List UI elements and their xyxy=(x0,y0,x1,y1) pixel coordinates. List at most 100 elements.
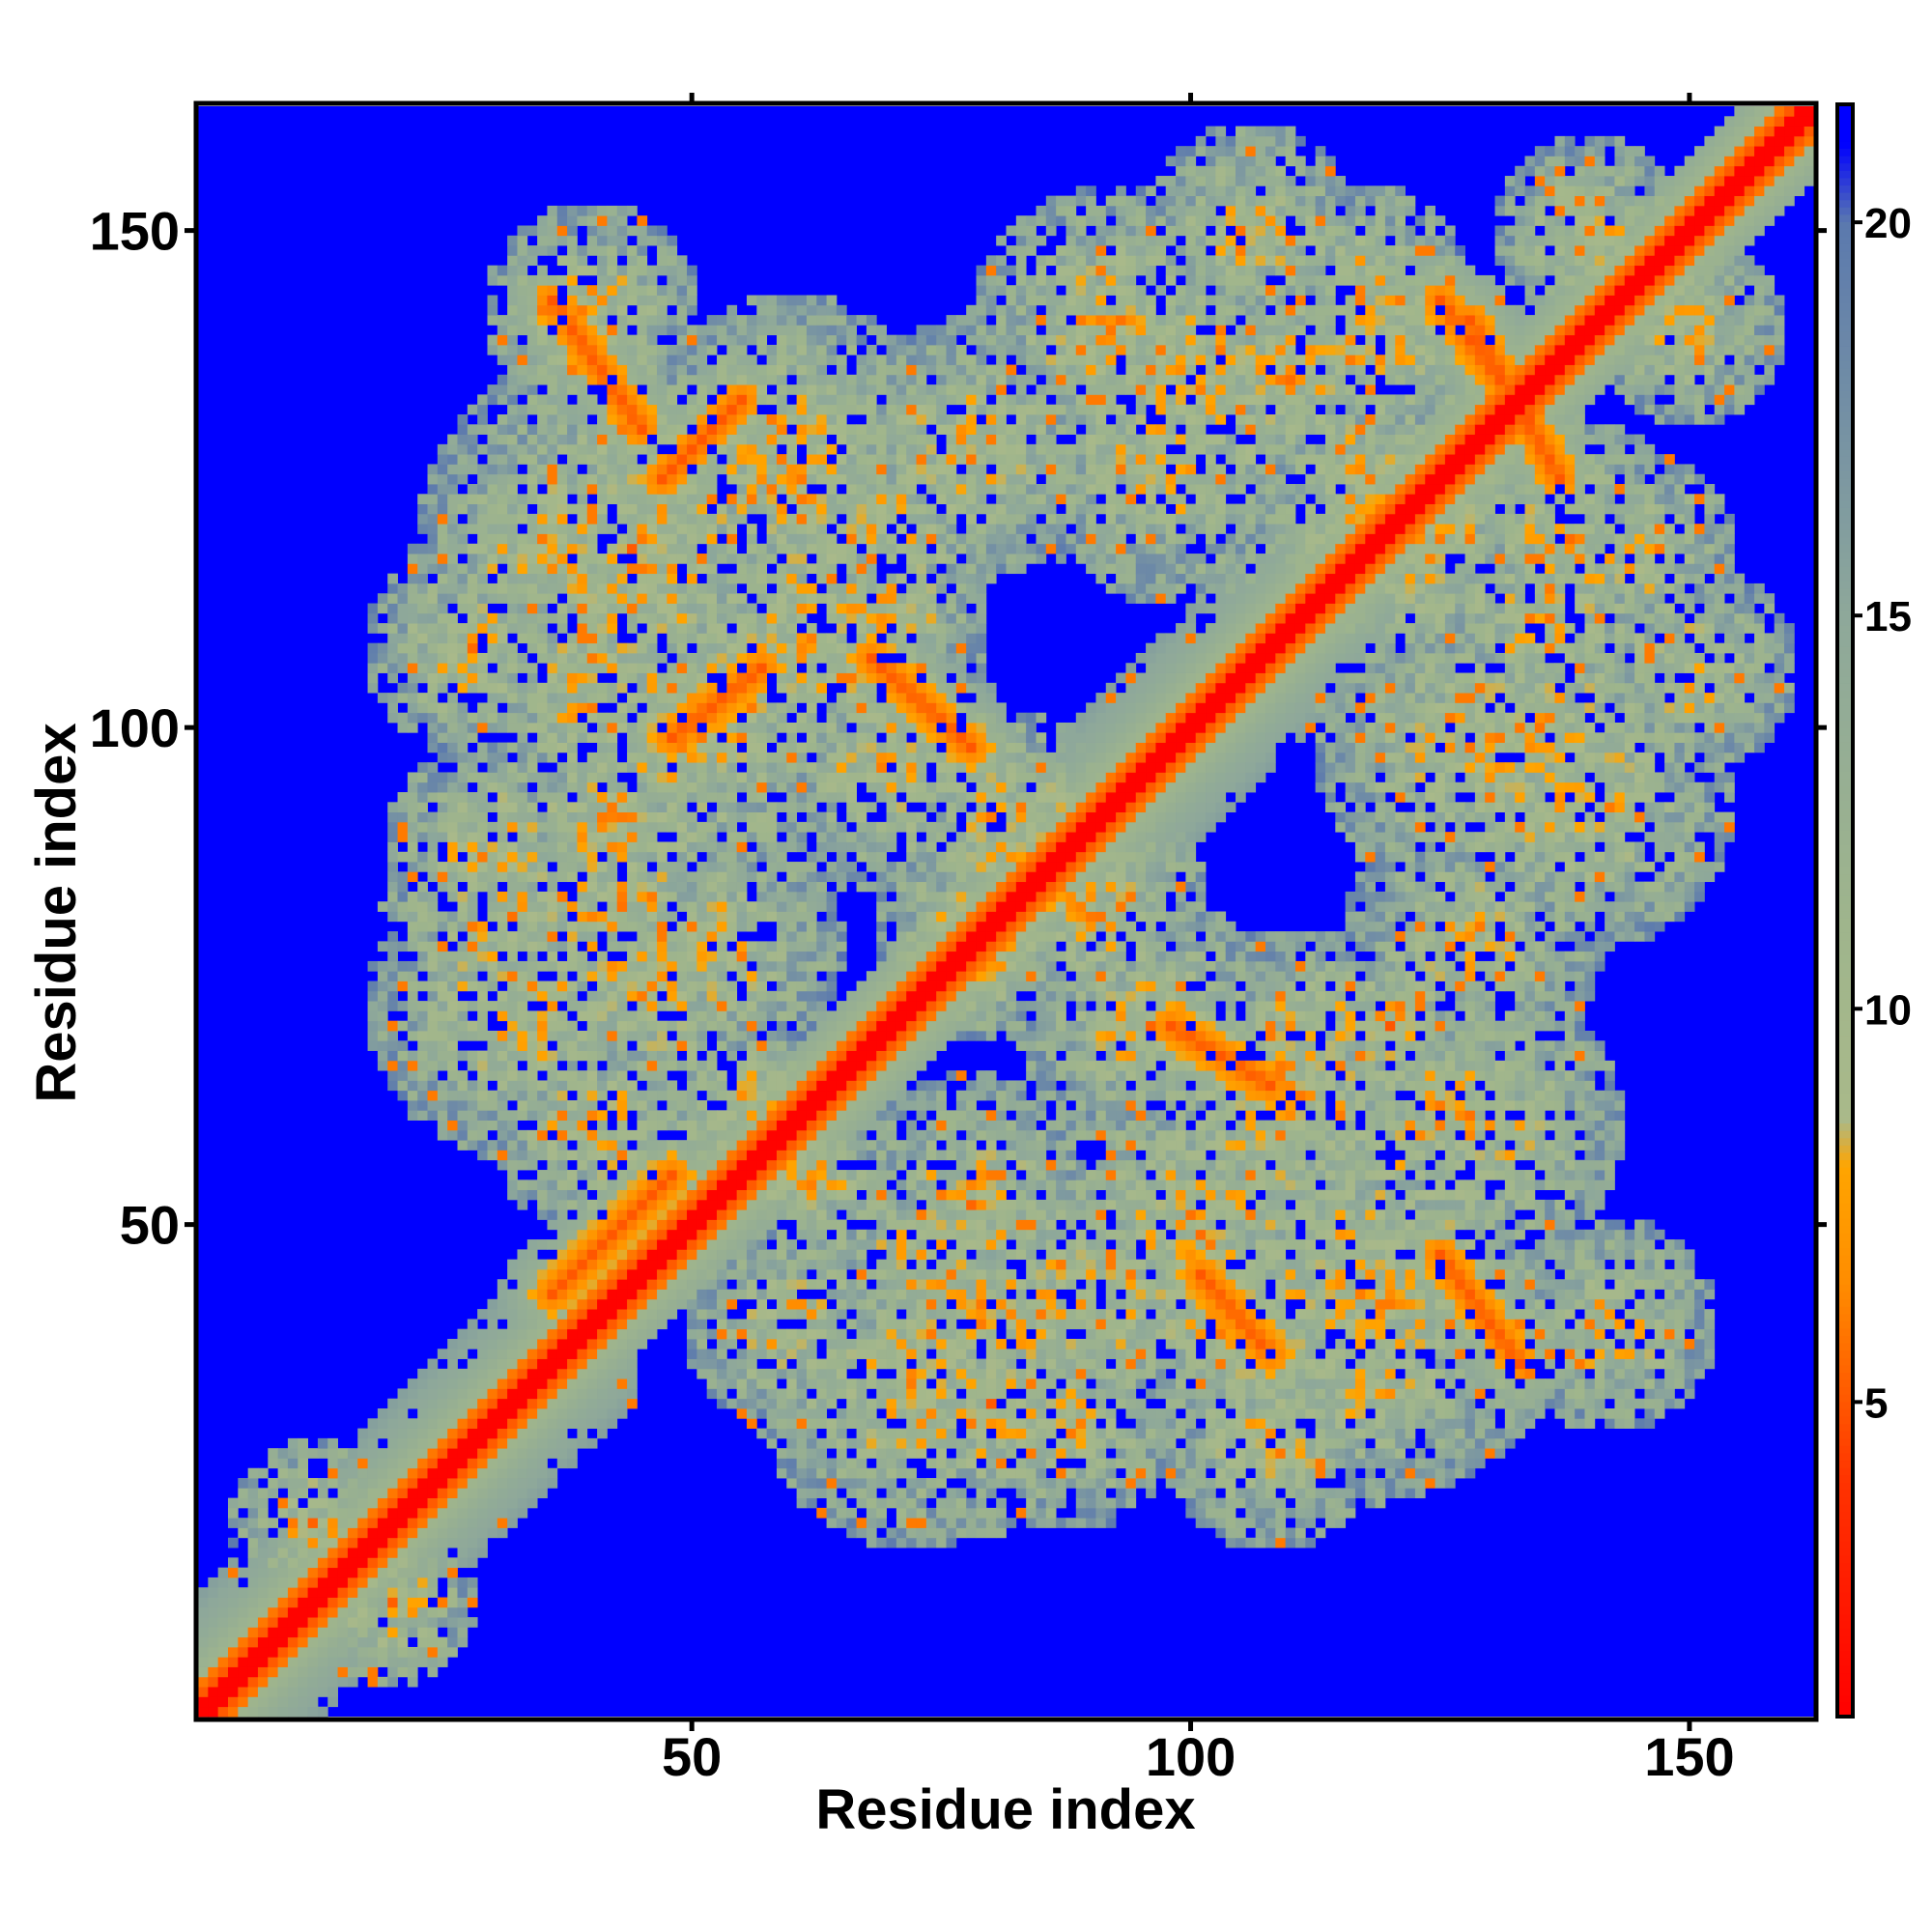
heatmap-cell xyxy=(437,1129,448,1141)
heatmap-cell xyxy=(437,494,448,504)
heatmap-cell xyxy=(667,245,678,256)
heatmap-cell xyxy=(397,1507,409,1519)
heatmap-cell xyxy=(537,1179,548,1191)
heatmap-cell xyxy=(627,603,638,614)
heatmap-cell xyxy=(417,1478,428,1489)
heatmap-cell xyxy=(507,762,518,773)
heatmap-cell xyxy=(437,862,448,872)
heatmap-cell xyxy=(806,1219,817,1231)
heatmap-cell xyxy=(227,1497,239,1509)
heatmap-cell xyxy=(427,533,439,545)
heatmap-cell xyxy=(526,384,538,395)
heatmap-cell xyxy=(407,722,418,733)
heatmap-cell xyxy=(487,1378,498,1389)
heatmap-cell xyxy=(298,1666,308,1678)
heatmap-cell xyxy=(746,1309,757,1320)
heatmap-cell xyxy=(696,1120,708,1131)
heatmap-cell xyxy=(756,891,768,902)
heatmap-cell xyxy=(507,851,518,863)
heatmap-cell xyxy=(616,1100,628,1111)
heatmap-cell xyxy=(756,494,768,504)
heatmap-cell xyxy=(586,911,598,923)
heatmap-cell xyxy=(706,1309,718,1320)
heatmap-cell xyxy=(706,1349,718,1359)
heatmap-cell xyxy=(616,1408,628,1419)
heatmap-cell xyxy=(746,1279,757,1290)
heatmap-cell xyxy=(616,225,628,237)
heatmap-cell xyxy=(387,1676,398,1688)
heatmap-cell xyxy=(407,1646,418,1658)
heatmap-cell xyxy=(696,642,708,654)
heatmap-cell xyxy=(597,334,608,346)
heatmap-cell xyxy=(457,1587,469,1598)
heatmap-cell xyxy=(667,473,678,485)
heatmap-cell xyxy=(507,1140,518,1151)
heatmap-cell xyxy=(556,712,568,724)
heatmap-cell xyxy=(357,1646,368,1658)
heatmap-cell xyxy=(706,841,718,853)
heatmap-cell xyxy=(437,612,448,624)
heatmap-cell xyxy=(667,1298,678,1310)
heatmap-cell xyxy=(706,1170,718,1180)
heatmap-cell xyxy=(746,454,757,465)
heatmap-cell xyxy=(687,404,697,415)
heatmap-cell xyxy=(756,781,768,793)
heatmap-cell xyxy=(397,871,409,883)
heatmap-cell xyxy=(457,1408,469,1419)
heatmap-cell xyxy=(676,593,688,604)
heatmap-cell xyxy=(547,315,558,326)
heatmap-cell xyxy=(517,1070,528,1081)
heatmap-cell xyxy=(607,862,618,872)
heatmap-cell xyxy=(597,811,608,823)
heatmap-cell xyxy=(577,1319,588,1330)
heatmap-cell xyxy=(497,315,508,326)
heatmap-cell xyxy=(577,1239,588,1250)
heatmap-cell xyxy=(517,960,528,972)
heatmap-cell xyxy=(367,1597,379,1608)
heatmap-cell xyxy=(537,891,548,902)
heatmap-cell xyxy=(417,792,428,803)
heatmap-cell xyxy=(367,1676,379,1688)
heatmap-cell xyxy=(756,1199,768,1210)
heatmap-cell xyxy=(806,1338,817,1350)
heatmap-cell xyxy=(816,1100,828,1111)
heatmap-cell xyxy=(227,1646,239,1658)
heatmap-cell xyxy=(417,1040,428,1051)
heatmap-cell xyxy=(477,1398,488,1409)
heatmap-cell xyxy=(586,443,598,455)
heatmap-cell xyxy=(287,1518,298,1528)
heatmap-cell xyxy=(457,663,469,673)
heatmap-cell xyxy=(547,1428,558,1439)
heatmap-cell xyxy=(696,693,708,703)
heatmap-cell xyxy=(726,464,738,475)
heatmap-cell xyxy=(417,513,428,525)
heatmap-cell xyxy=(487,1497,498,1509)
heatmap-cell xyxy=(407,573,418,584)
heatmap-cell xyxy=(766,1378,778,1389)
heatmap-cell xyxy=(706,1001,718,1011)
heatmap-cell xyxy=(577,443,588,455)
heatmap-cell xyxy=(577,1328,588,1340)
heatmap-cell xyxy=(637,732,648,743)
heatmap-cell xyxy=(696,513,708,525)
heatmap-cell xyxy=(736,921,748,932)
heatmap-cell xyxy=(607,980,618,992)
heatmap-cell xyxy=(537,652,548,664)
heatmap-cell xyxy=(766,1159,778,1171)
heatmap-cell xyxy=(637,524,648,534)
heatmap-cell xyxy=(646,413,658,425)
heatmap-cell xyxy=(457,941,469,952)
heatmap-cell xyxy=(806,702,817,714)
heatmap-cell xyxy=(687,334,697,346)
heatmap-cell xyxy=(477,862,488,872)
heatmap-cell xyxy=(687,633,697,644)
heatmap-cell xyxy=(816,1458,828,1469)
heatmap-cell xyxy=(537,623,548,634)
heatmap-cell xyxy=(726,334,738,346)
heatmap-cell xyxy=(736,404,748,415)
heatmap-cell xyxy=(377,1020,388,1032)
heatmap-cell xyxy=(397,1527,409,1539)
heatmap-cell xyxy=(377,1557,388,1569)
heatmap-cell xyxy=(547,524,558,534)
heatmap-cell xyxy=(556,891,568,902)
